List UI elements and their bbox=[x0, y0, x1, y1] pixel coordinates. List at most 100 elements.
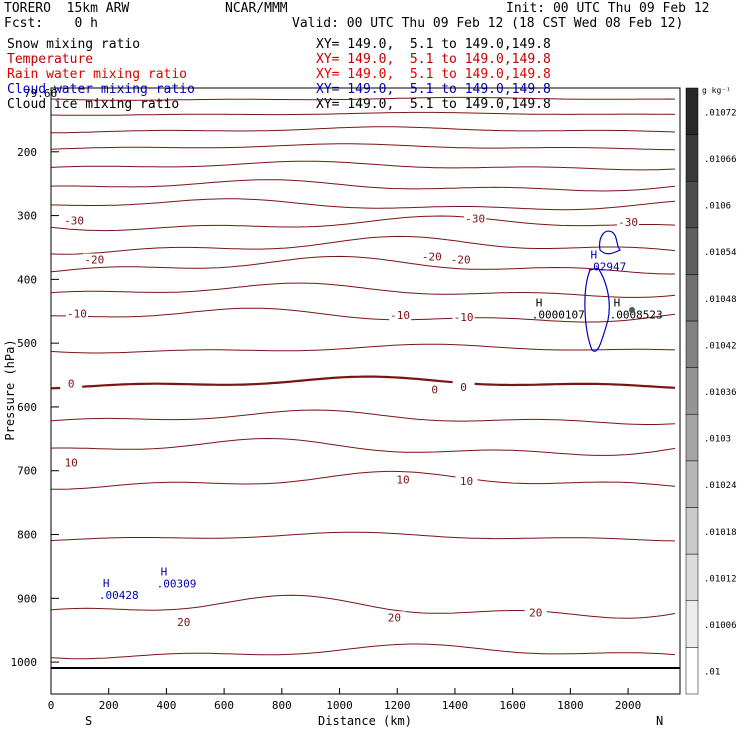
colorbar-segment bbox=[685, 274, 699, 322]
x-tick-label: 2000 bbox=[615, 699, 642, 712]
colorbar-segment bbox=[685, 227, 699, 275]
contour-label-bg bbox=[452, 381, 475, 394]
contour-label: 0 bbox=[68, 377, 75, 390]
contour-label-bg bbox=[452, 310, 475, 323]
contour-label: -10 bbox=[67, 308, 87, 321]
contour-label: 20 bbox=[529, 606, 542, 619]
contour-label-bg bbox=[420, 250, 443, 263]
high-value: .02947 bbox=[587, 261, 627, 274]
contour-label-bg bbox=[60, 377, 83, 390]
temperature-contour-line bbox=[50, 160, 676, 171]
colorbar-label: .0106 bbox=[704, 202, 731, 212]
x-tick-label: 1600 bbox=[499, 699, 526, 712]
forecast-hour: Fcst: 0 h bbox=[4, 16, 98, 31]
temperature-contours bbox=[50, 96, 676, 660]
temperature-contour-line bbox=[50, 198, 676, 211]
plot-frame bbox=[50, 87, 681, 695]
contour-label: -20 bbox=[422, 250, 442, 263]
y-tick-label: 600 bbox=[17, 401, 37, 414]
max-point-dot bbox=[629, 307, 635, 313]
colorbar-label: .01048 bbox=[704, 295, 737, 305]
y-tick-label: 300 bbox=[17, 210, 37, 223]
contour-label-bg bbox=[455, 474, 478, 487]
legend-field-name: Cloud water mixing ratio bbox=[7, 82, 195, 97]
contour-label-bg bbox=[617, 215, 640, 228]
contour-label: -30 bbox=[618, 216, 638, 229]
colorbar-label: .01066 bbox=[704, 155, 737, 165]
contour-label-bg bbox=[389, 309, 412, 322]
y-tick-label: 700 bbox=[17, 465, 37, 478]
high-marker: H bbox=[103, 577, 110, 590]
contour-label: -10 bbox=[390, 309, 410, 322]
high-value: .00309 bbox=[157, 578, 197, 591]
temperature-contour-line bbox=[50, 307, 676, 323]
temperature-contour-line bbox=[50, 111, 676, 116]
center-title: NCAR/MMM bbox=[225, 1, 288, 16]
contour-label-bg bbox=[464, 212, 487, 225]
colorbar-label: .01 bbox=[704, 668, 720, 678]
y-tick-label: 1000 bbox=[11, 656, 38, 669]
contour-label-bg bbox=[392, 473, 415, 486]
x-tick-label: 0 bbox=[48, 699, 55, 712]
temperature-contour-line bbox=[50, 470, 676, 490]
x-tick-label: 1200 bbox=[384, 699, 411, 712]
contour-label: -30 bbox=[64, 215, 84, 228]
high-value: .0008523 bbox=[610, 308, 663, 321]
model-title: TORERO 15km ARW bbox=[4, 1, 130, 16]
colorbar-label: .0103 bbox=[704, 435, 731, 445]
temperature-contour-line bbox=[50, 235, 676, 255]
y-tick-label: 400 bbox=[17, 273, 37, 286]
high-value: .00428 bbox=[99, 589, 139, 602]
colorbar-label: .01006 bbox=[704, 621, 737, 631]
south-label: S bbox=[85, 714, 92, 728]
legend-field-xy: XY= 149.0, 5.1 to 149.0,149.8 bbox=[316, 52, 551, 67]
legend-field-name: Rain water mixing ratio bbox=[7, 67, 188, 82]
temperature-contour-line bbox=[50, 531, 676, 542]
legend-field-xy: XY= 149.0, 5.1 to 149.0,149.8 bbox=[316, 82, 551, 97]
contour-label-bg bbox=[383, 611, 406, 624]
colorbar-unit: g kg⁻¹ bbox=[702, 86, 731, 95]
high-marker: H bbox=[161, 566, 168, 579]
colorbar-segment bbox=[685, 320, 699, 368]
contour-label-bg bbox=[63, 214, 86, 227]
y-tick-label: 200 bbox=[17, 146, 37, 159]
x-tick-label: 200 bbox=[99, 699, 119, 712]
colorbar-label: .01018 bbox=[704, 528, 737, 538]
temperature-contour-line bbox=[50, 179, 676, 192]
high-marker: H bbox=[614, 296, 621, 309]
temperature-contour-line bbox=[50, 96, 676, 101]
temperature-contour-line bbox=[50, 126, 676, 134]
contour-label: -30 bbox=[465, 213, 485, 226]
temperature-contour-line bbox=[50, 594, 676, 619]
contour-label-bg bbox=[524, 606, 547, 619]
temperature-contour-line bbox=[50, 343, 676, 354]
top-value-label: 79.66 bbox=[24, 87, 57, 100]
y-tick-label: 500 bbox=[17, 337, 37, 350]
contour-label: -10 bbox=[454, 311, 474, 324]
cloud-water-contour bbox=[584, 230, 622, 352]
init-time: Init: 00 UTC Thu 09 Feb 12 bbox=[506, 1, 710, 16]
colorbar-label: .01042 bbox=[704, 341, 737, 351]
contour-label-bg bbox=[60, 456, 83, 469]
contour-label: 10 bbox=[460, 475, 473, 488]
colorbar-segment bbox=[685, 367, 699, 415]
x-tick-label: 1400 bbox=[442, 699, 469, 712]
y-tick-label: 800 bbox=[17, 529, 37, 542]
temperature-contour-line bbox=[50, 282, 676, 298]
contour-label: 10 bbox=[65, 456, 78, 469]
colorbar-segment bbox=[685, 414, 699, 462]
high-marker: H bbox=[536, 296, 543, 309]
high-value: .0000107 bbox=[532, 308, 585, 321]
contour-label: 0 bbox=[431, 384, 438, 397]
legend-field-xy: XY= 149.0, 5.1 to 149.0,149.8 bbox=[316, 67, 551, 82]
colorbar-label: .01012 bbox=[704, 574, 737, 584]
contour-label: 10 bbox=[396, 474, 409, 487]
contour-label-bg bbox=[172, 615, 195, 628]
y-axis-label: Pressure (hPa) bbox=[3, 339, 17, 440]
temperature-contour-line bbox=[50, 437, 676, 456]
x-tick-label: 600 bbox=[214, 699, 234, 712]
valid-time: Valid: 00 UTC Thu 09 Feb 12 (18 CST Wed … bbox=[292, 16, 684, 31]
x-tick-label: 800 bbox=[272, 699, 292, 712]
north-label: N bbox=[656, 714, 663, 728]
